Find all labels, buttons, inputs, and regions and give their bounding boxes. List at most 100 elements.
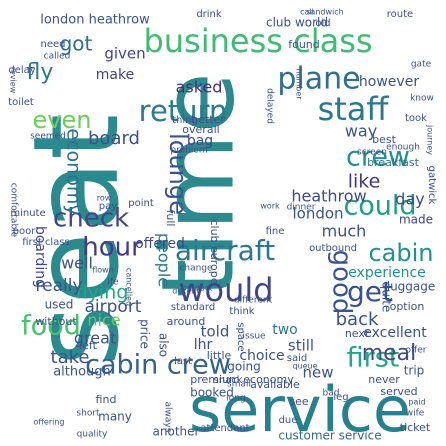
word-drink: drink bbox=[196, 9, 222, 20]
word-breakfast: breakfast bbox=[367, 156, 419, 169]
word-would: would bbox=[178, 271, 273, 309]
word-left: left bbox=[79, 339, 98, 352]
word-journey: journey bbox=[426, 124, 435, 155]
word-poor: poor bbox=[13, 226, 37, 237]
word-gate: gate bbox=[411, 60, 432, 70]
word-dinner: dinner bbox=[287, 203, 316, 213]
word-trip: trip bbox=[404, 364, 425, 378]
word-toilet: toilet bbox=[8, 97, 34, 108]
word-fly: fly bbox=[27, 60, 54, 85]
word-number: number bbox=[295, 68, 304, 100]
word-bad: bad bbox=[323, 389, 340, 399]
word-return: return bbox=[139, 94, 228, 128]
word-ticket: ticket bbox=[400, 421, 431, 434]
word-paid: paid bbox=[408, 398, 425, 407]
word-full: full bbox=[164, 210, 177, 227]
word-hour: hour bbox=[82, 233, 142, 263]
word-see: see bbox=[289, 395, 308, 408]
word-cabin: cabin bbox=[368, 239, 433, 267]
word-option: option bbox=[390, 300, 425, 313]
word-excellent: excellent bbox=[363, 325, 427, 341]
word-last: last bbox=[174, 356, 192, 367]
word-day: day bbox=[395, 190, 424, 209]
word-next: next bbox=[345, 327, 370, 340]
word-asked: asked bbox=[176, 78, 223, 97]
word-club-europe: club europe bbox=[208, 219, 221, 284]
word-board: board bbox=[88, 128, 140, 149]
word-best: best bbox=[372, 133, 396, 146]
word-find: find bbox=[96, 393, 117, 406]
word-customer-service: customer service bbox=[278, 429, 381, 443]
word-food: food bbox=[21, 311, 81, 342]
word-first: first bbox=[347, 343, 400, 374]
word-know: know bbox=[410, 94, 434, 104]
word-great: great bbox=[74, 329, 116, 348]
word-problem: problem bbox=[170, 146, 207, 156]
word-decent: decent bbox=[172, 287, 200, 296]
word-fine: fine bbox=[266, 226, 285, 237]
word-much: much bbox=[322, 222, 367, 241]
word-quite: quite bbox=[380, 282, 394, 313]
word-took: took bbox=[405, 113, 427, 124]
word-could: could bbox=[343, 191, 416, 222]
word-aircraft: aircraft bbox=[175, 234, 275, 267]
word-product: product bbox=[182, 284, 213, 293]
word-going: going bbox=[227, 360, 261, 374]
word-first-class: first class bbox=[22, 237, 70, 248]
word-plane: plane bbox=[277, 62, 360, 97]
word-space: space bbox=[235, 322, 246, 351]
word-ife: ife bbox=[107, 278, 119, 288]
word-screen: screen bbox=[357, 148, 387, 158]
word-offering: offering bbox=[34, 418, 65, 427]
word-still: still bbox=[288, 337, 314, 355]
word-well: well bbox=[61, 254, 93, 273]
word-delayed: delayed bbox=[265, 88, 275, 124]
word-route: route bbox=[387, 9, 413, 20]
word-club-world: club world bbox=[266, 16, 328, 30]
word-seemed: seemed bbox=[30, 132, 66, 142]
word-comfortable: comfortable bbox=[9, 183, 19, 238]
word-said: said bbox=[287, 353, 307, 364]
word-booked: booked bbox=[190, 386, 234, 400]
word-small: small bbox=[227, 380, 251, 390]
word-flown: flown bbox=[92, 266, 114, 275]
word-got: got bbox=[60, 32, 93, 56]
word-also: also bbox=[157, 333, 171, 357]
word-people: people bbox=[155, 233, 174, 287]
word-business-class: business class bbox=[143, 22, 372, 60]
word-quality: quality bbox=[77, 430, 108, 440]
word-used: used bbox=[45, 298, 74, 312]
word-made: made bbox=[399, 213, 433, 227]
word-time: time bbox=[139, 72, 256, 298]
word-wife: wife bbox=[406, 409, 425, 419]
word-point: point bbox=[128, 198, 154, 209]
word-change: change bbox=[179, 264, 213, 274]
word-however: however bbox=[359, 74, 419, 90]
word-really: really bbox=[36, 276, 83, 296]
word-flying: flying bbox=[76, 282, 129, 304]
word-offered: offered bbox=[135, 236, 185, 252]
word-take: take bbox=[51, 347, 90, 368]
word-around: around bbox=[167, 315, 206, 328]
word-even: even bbox=[33, 106, 92, 134]
word-london-heathrow: london heathrow bbox=[40, 13, 150, 28]
word-better: better bbox=[191, 113, 225, 126]
word-queue: queue bbox=[292, 362, 317, 371]
word-premium-economy: premium economy bbox=[190, 373, 294, 386]
word-short: short bbox=[76, 409, 100, 419]
word-lhr: lhr bbox=[194, 337, 213, 353]
word-told: told bbox=[201, 323, 230, 341]
word-get: get bbox=[347, 275, 393, 308]
word-way: way bbox=[345, 122, 377, 141]
word-economy: economy bbox=[63, 128, 85, 215]
word-due: due bbox=[279, 415, 298, 426]
word-bag: bag bbox=[187, 133, 213, 149]
word-without: without bbox=[35, 315, 77, 328]
word-call: call bbox=[300, 8, 314, 17]
word-check: check bbox=[53, 204, 129, 234]
word-sandwich: sandwich bbox=[306, 8, 343, 17]
word-old: old bbox=[315, 18, 330, 29]
word-although: although bbox=[53, 365, 111, 380]
